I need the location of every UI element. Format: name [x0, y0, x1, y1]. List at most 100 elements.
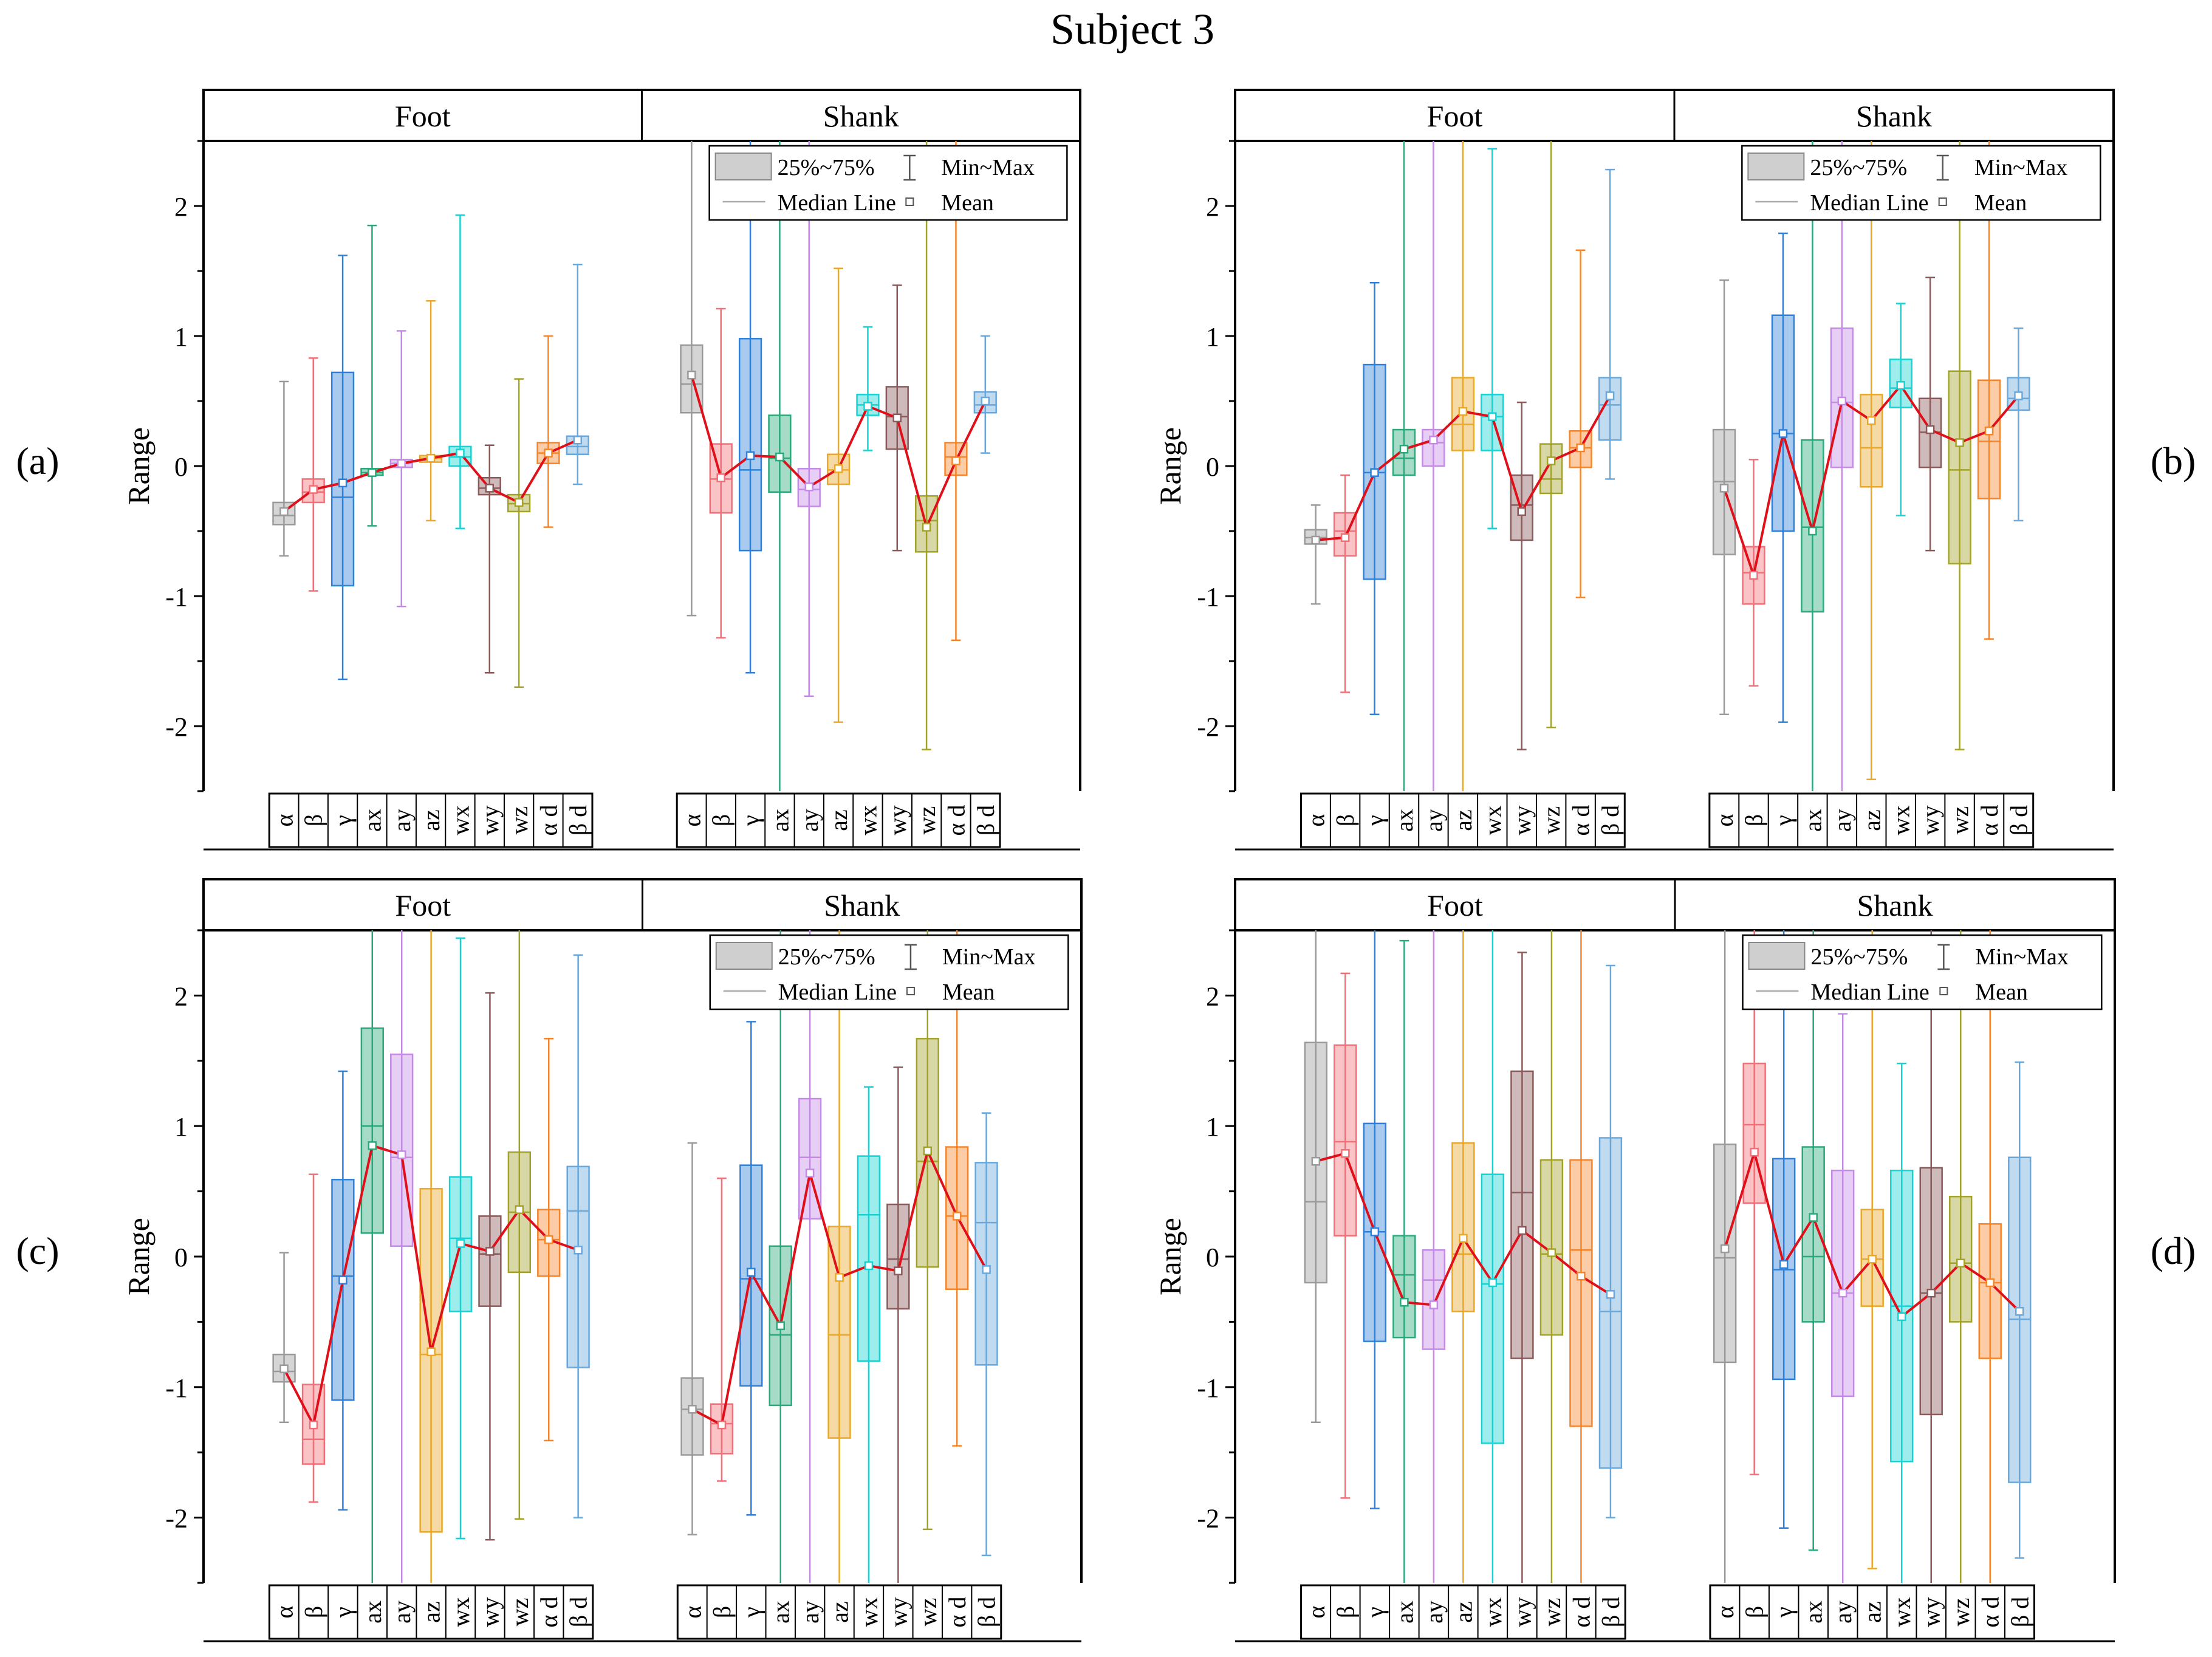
box-1-6: [856, 326, 880, 451]
mean-marker: [1429, 1300, 1439, 1309]
mean-marker: [1370, 468, 1379, 477]
box-1-10: [2007, 327, 2030, 522]
y-tick-label: 1: [1206, 322, 1219, 352]
iqr-box: [1422, 428, 1445, 467]
mean-marker: [456, 1239, 465, 1248]
box-0-1: [301, 357, 325, 592]
box-0-4: [1422, 930, 1446, 1583]
iqr-box: [1801, 439, 1824, 612]
x-tick-label: β d: [972, 805, 999, 835]
x-tick-label: az: [418, 1601, 445, 1623]
x-tick-label: ay: [796, 1600, 824, 1624]
mean-marker: [1340, 533, 1350, 542]
iqr-box: [1860, 394, 1883, 488]
legend: 25%~75% Median Line Min~Max Mean: [708, 145, 1068, 221]
box-1-0: [680, 1142, 704, 1535]
x-category-strip: [1709, 1584, 2036, 1640]
box-0-6: [448, 937, 473, 1540]
box-0-2: [331, 1070, 355, 1511]
y-tick-label: -2: [165, 1504, 188, 1534]
x-tick-label: γ: [329, 815, 357, 826]
x-tick-label: ay: [796, 809, 823, 832]
iqr-box: [478, 1215, 502, 1307]
y-tick-label: 2: [174, 192, 188, 222]
x-tick-label: α: [1711, 814, 1738, 826]
mean-marker: [747, 1268, 756, 1277]
legend-whisker-label: Min~Max: [1974, 155, 2068, 180]
x-tick-label: β: [708, 1606, 736, 1618]
plot-area: [272, 930, 998, 1583]
x-tick-label: az: [826, 1601, 854, 1623]
x-tick-label: α d: [1976, 805, 2003, 836]
mean-marker: [1605, 391, 1615, 400]
mean-marker: [1399, 444, 1409, 454]
x-tick-label: wz: [1947, 1598, 1974, 1627]
box-0-1: [1334, 972, 1357, 1499]
legend-box-swatch: [714, 153, 772, 180]
x-tick-label: γ: [737, 815, 764, 826]
box-0-4: [389, 330, 413, 608]
mean-marker: [485, 1247, 495, 1256]
box-0-8: [507, 930, 531, 1520]
header-label-foot: Foot: [395, 888, 451, 922]
mean-marker: [1488, 412, 1497, 421]
box-1-2: [1772, 930, 1796, 1529]
iqr-box: [1713, 1144, 1737, 1364]
iqr-box: [1539, 443, 1563, 495]
x-tick-label: ax: [359, 1600, 386, 1624]
x-tick-label: wz: [1538, 1598, 1566, 1627]
mean-marker: [1311, 1156, 1321, 1166]
box-1-4: [797, 141, 821, 698]
iqr-box: [566, 1165, 590, 1368]
box-1-5: [827, 930, 851, 1583]
mean-marker: [775, 452, 784, 462]
mean-marker: [805, 1168, 815, 1178]
y-tick-label: 0: [1206, 1243, 1219, 1272]
x-tick-label: β d: [2006, 1597, 2033, 1627]
box-1-8: [1949, 930, 1973, 1583]
x-tick-label: wx: [1888, 806, 1915, 835]
x-tick-label: α: [678, 814, 705, 826]
x-tick-label: ax: [1799, 809, 1826, 832]
x-tick-label: α: [1303, 1605, 1330, 1618]
iqr-box: [390, 1053, 414, 1247]
y-tick-label: 1: [1206, 1112, 1219, 1142]
x-category-strip: [676, 1584, 1002, 1640]
box-0-3: [360, 930, 384, 1583]
y-tick-label: 0: [174, 1243, 188, 1272]
mean-marker: [981, 396, 990, 406]
x-category-strip: [1708, 792, 2035, 848]
mean-marker: [923, 1146, 933, 1156]
legend: 25%~75% Median Line Min~Max Mean: [709, 934, 1069, 1010]
mean-marker: [834, 464, 843, 473]
legend-box-swatch: [1747, 153, 1805, 180]
y-tick-label: 1: [174, 1112, 188, 1142]
x-tick-label: wx: [854, 806, 882, 835]
iqr-box: [886, 1203, 910, 1310]
box-1-8: [1948, 141, 1971, 750]
mean-marker: [1985, 1278, 1995, 1288]
box-1-3: [769, 930, 792, 1583]
box-0-5: [1451, 141, 1475, 791]
legend-box-label: 25%~75%: [778, 155, 875, 180]
box-0-8: [507, 378, 531, 688]
x-tick-label: wz: [1538, 806, 1565, 835]
mean-marker: [716, 473, 725, 482]
mean-marker: [745, 451, 755, 461]
mean-marker: [397, 459, 406, 468]
header-label-foot: Foot: [1427, 888, 1483, 922]
mean-marker: [1518, 1226, 1527, 1235]
x-tick-label: α: [679, 1605, 707, 1618]
mean-marker: [544, 1235, 553, 1244]
mean-marker: [1429, 435, 1438, 445]
x-tick-label: wz: [506, 1598, 533, 1627]
legend-median-label: Median Line: [778, 190, 896, 216]
x-tick-label: β: [1741, 814, 1768, 826]
box-0-5: [419, 930, 443, 1583]
mean-marker: [951, 456, 960, 465]
mean-marker: [2014, 391, 2023, 400]
legend-mean-swatch: [1939, 987, 1948, 995]
box-0-6: [1481, 930, 1505, 1583]
box-0-7: [1510, 401, 1533, 750]
